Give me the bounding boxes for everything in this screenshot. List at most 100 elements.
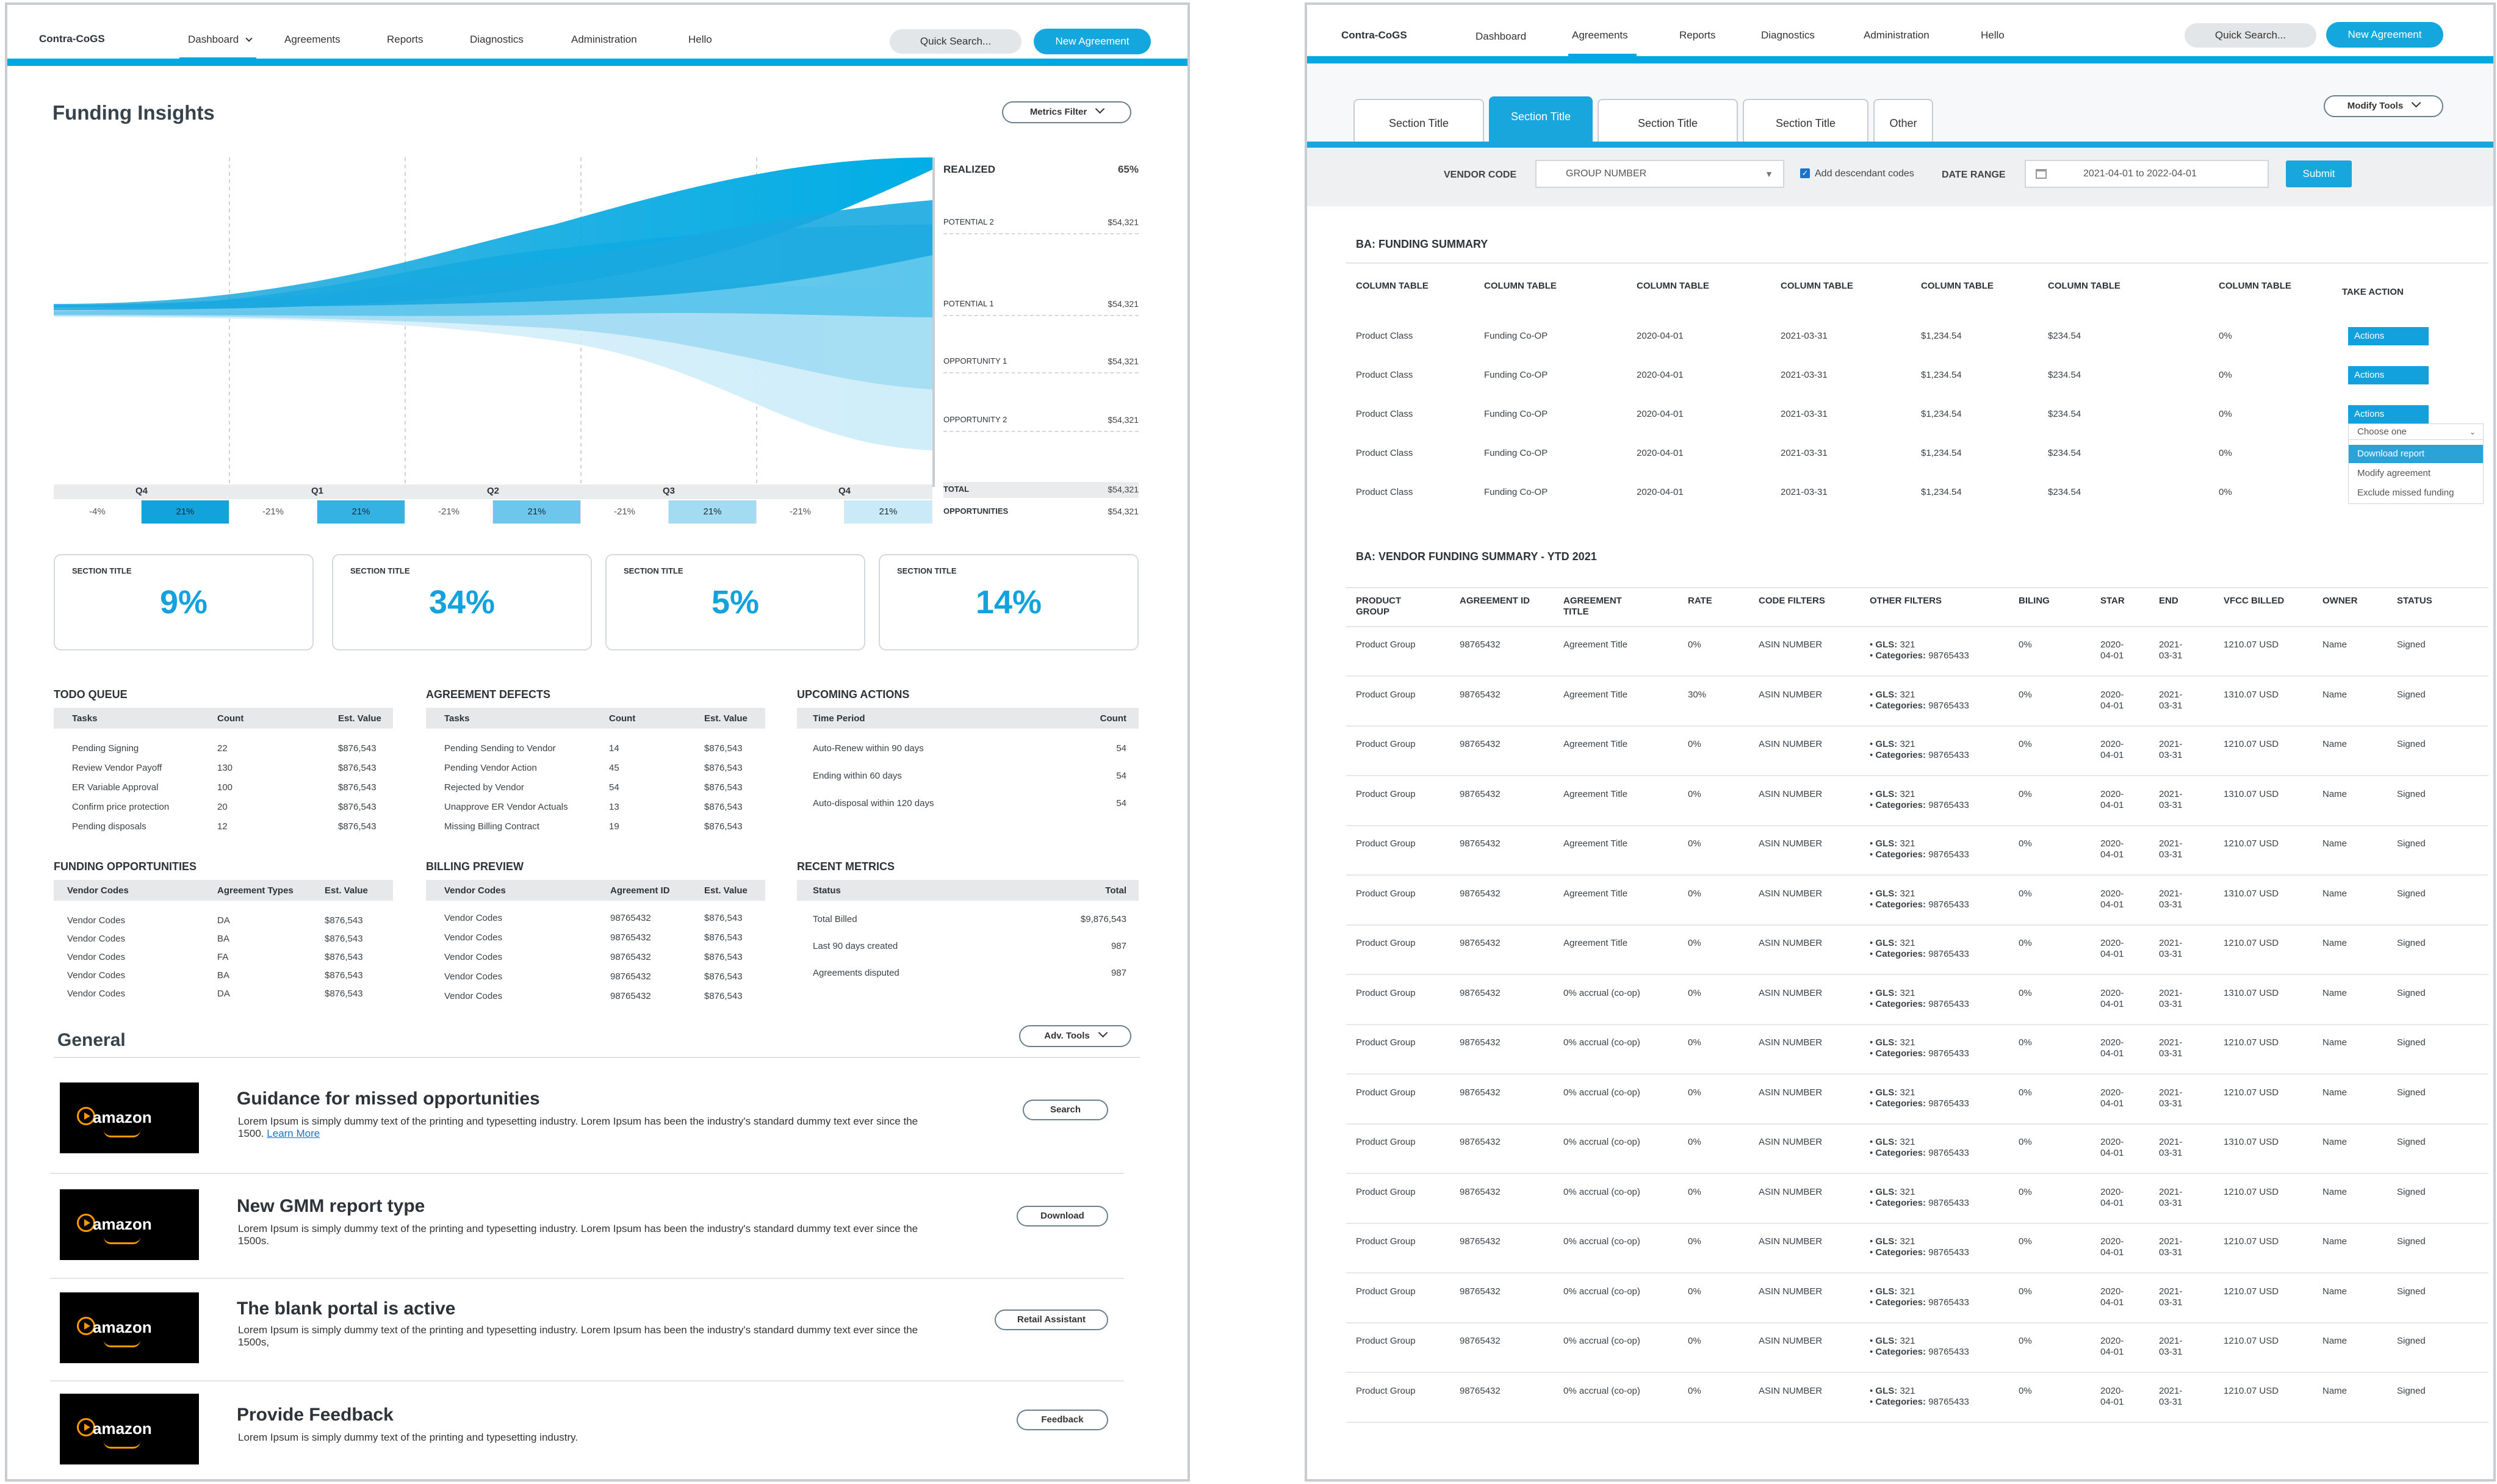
general-item: amazon The blank portal is active Lorem Ip… [50,1279,1124,1381]
quick-search[interactable]: Quick Search... [2185,23,2316,48]
tab-section-2[interactable]: Section Title [1489,96,1593,142]
count-link[interactable]: 98765432 [610,952,651,962]
cell-text: 0% [2019,689,2032,700]
agreement-id-link[interactable]: 98765432 [1460,788,1501,799]
agreement-id-link[interactable]: 98765432 [1460,1336,1501,1346]
count-link[interactable]: 45 [609,763,619,773]
quick-search[interactable]: Quick Search... [890,29,1022,54]
count-link[interactable]: 987 [1111,941,1126,951]
agreement-id-link[interactable]: 98765432 [1460,1286,1501,1297]
count-link[interactable]: BA [217,934,230,944]
nav-administration[interactable]: Administration [1864,29,1930,41]
nav-reports[interactable]: Reports [1679,29,1716,41]
cell-text: 0% [2019,888,2032,899]
date-range-input[interactable]: 2021-04-01 to 2022-04-01 [2025,160,2269,188]
download-button[interactable]: Download [1017,1206,1108,1226]
count-link[interactable]: 54 [1116,743,1126,754]
nav-diagnostics[interactable]: Diagnostics [1761,29,1815,41]
learn-more-link[interactable]: Learn More [267,1128,320,1139]
tab-other[interactable]: Other [1873,99,1933,142]
actions-button[interactable]: Actions [2348,405,2429,423]
count-link[interactable]: 98765432 [610,971,651,982]
agreement-id-link[interactable]: 98765432 [1460,1236,1501,1247]
tab-section-1[interactable]: Section Title [1353,99,1484,142]
column-header: OTHER FILTERS [1870,596,1942,606]
count-link[interactable]: FA [217,952,229,962]
dropdown-option[interactable]: Modify agreement [2357,468,2431,478]
agreement-id-link[interactable]: 98765432 [1460,838,1501,849]
count-link[interactable]: $9,876,543 [1080,914,1126,924]
play-icon [77,1418,95,1436]
actions-button[interactable]: Actions [2348,366,2429,384]
nav-dashboard[interactable]: Dashboard [188,34,253,46]
count-link[interactable]: 22 [217,743,228,754]
count-link[interactable]: 19 [609,821,619,832]
agreement-id-link[interactable]: 98765432 [1460,987,1501,998]
agreement-id-link[interactable]: 98765432 [1460,938,1501,948]
vendor-code-select[interactable]: GROUP NUMBER ▼ [1535,160,1784,188]
count-link[interactable]: 20 [217,802,228,812]
modify-tools-button[interactable]: Modify Tools [2324,95,2443,117]
nav-hello[interactable]: Hello [688,34,712,45]
total-value: $54,321 [1108,506,1139,516]
agreement-id-link[interactable]: 98765432 [1460,639,1501,650]
count-link[interactable]: 100 [217,782,233,793]
dropdown-option[interactable]: Exclude missed funding [2357,488,2454,498]
count-link[interactable]: 13 [609,802,619,812]
agreement-id-link[interactable]: 98765432 [1460,1087,1501,1098]
agreement-id-link[interactable]: 98765432 [1460,739,1501,749]
nav-dashboard[interactable]: Dashboard [1476,31,1527,42]
gls-line: • GLS: 321 [1870,1037,1915,1048]
count-link[interactable]: 98765432 [610,932,651,943]
agreement-id-link[interactable]: 98765432 [1460,1186,1501,1197]
cell-text: $234.54 [2048,487,2081,497]
new-agreement-button[interactable]: New Agreement [1034,29,1151,54]
cell-text: Product Group [1356,987,1416,998]
nav-administration[interactable]: Administration [571,34,637,45]
tab-section-4[interactable]: Section Title [1743,99,1868,142]
nav-agreements[interactable]: Agreements [284,34,340,45]
actions-button[interactable]: Actions [2348,327,2429,345]
general-title: General [57,1030,126,1050]
agreement-id-link[interactable]: 98765432 [1460,1137,1501,1147]
agreement-id-link[interactable]: 98765432 [1460,888,1501,899]
count-link[interactable]: 130 [217,763,233,773]
count-link[interactable]: 98765432 [610,991,651,1001]
count-link[interactable]: 987 [1111,968,1126,978]
agreement-id-link[interactable]: 98765432 [1460,1385,1501,1396]
adv-tools-button[interactable]: Adv. Tools [1019,1025,1131,1047]
metric-card: SECTION TITLE 34% [332,554,592,650]
count-link[interactable]: DA [217,915,230,926]
cell-text: Agreement Title [1563,689,1628,700]
count-link[interactable]: 54 [609,782,619,793]
new-agreement-button[interactable]: New Agreement [2326,22,2443,48]
metrics-filter-button[interactable]: Metrics Filter [1002,101,1131,123]
search-button[interactable]: Search [1023,1100,1108,1120]
cell-text: Product Group [1356,938,1416,948]
retail-assistant-button[interactable]: Retail Assistant [995,1309,1108,1330]
agreement-id-link[interactable]: 98765432 [1460,689,1501,700]
count-link[interactable]: 12 [217,821,228,832]
nav-diagnostics[interactable]: Diagnostics [470,34,524,45]
metric-card: SECTION TITLE 14% [879,554,1139,650]
categories-value: 98765433 [1928,998,1969,1009]
nav-agreements[interactable]: Agreements [1572,29,1628,41]
count-link[interactable]: BA [217,970,230,981]
count-link[interactable]: 54 [1116,771,1126,781]
count-link[interactable]: 54 [1116,798,1126,809]
dropdown-option[interactable]: Download report [2349,445,2483,463]
nav-reports[interactable]: Reports [387,34,423,45]
nav-hello[interactable]: Hello [1981,29,2005,41]
feedback-button[interactable]: Feedback [1017,1410,1108,1430]
count-link[interactable]: 98765432 [610,913,651,923]
submit-button[interactable]: Submit [2286,160,2352,187]
choose-one-select[interactable]: Choose one ⌄ [2349,424,2483,440]
count-link[interactable]: DA [217,989,230,999]
column-header: VFCC BILLED [2224,596,2285,606]
descendant-checkbox[interactable]: ✓ [1800,168,1810,178]
tab-section-3[interactable]: Section Title [1598,99,1738,142]
count-link[interactable]: 14 [609,743,619,754]
cell-text: $876,543 [325,934,363,944]
cell-text: Funding Co-OP [1484,370,1548,380]
agreement-id-link[interactable]: 98765432 [1460,1037,1501,1048]
